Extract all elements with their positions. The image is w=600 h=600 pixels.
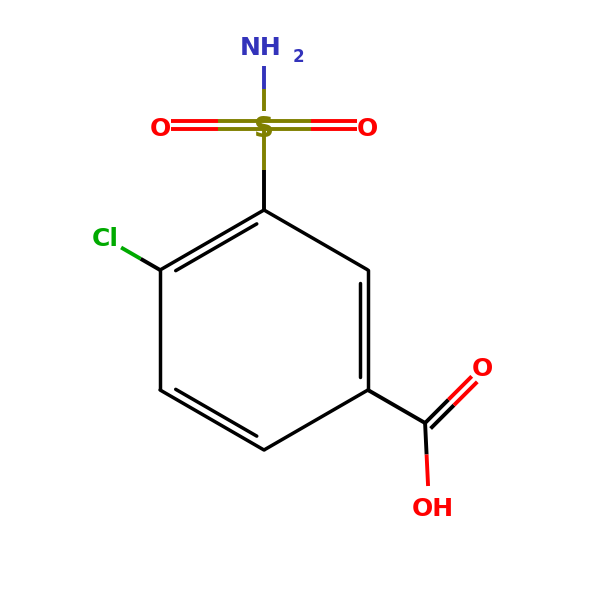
Text: S: S bbox=[254, 115, 274, 143]
Text: NH: NH bbox=[240, 36, 282, 60]
Text: 2: 2 bbox=[293, 48, 305, 66]
Text: OH: OH bbox=[412, 497, 454, 521]
Text: O: O bbox=[472, 357, 493, 381]
Text: O: O bbox=[149, 117, 171, 141]
Text: O: O bbox=[357, 117, 379, 141]
Text: Cl: Cl bbox=[92, 226, 119, 251]
